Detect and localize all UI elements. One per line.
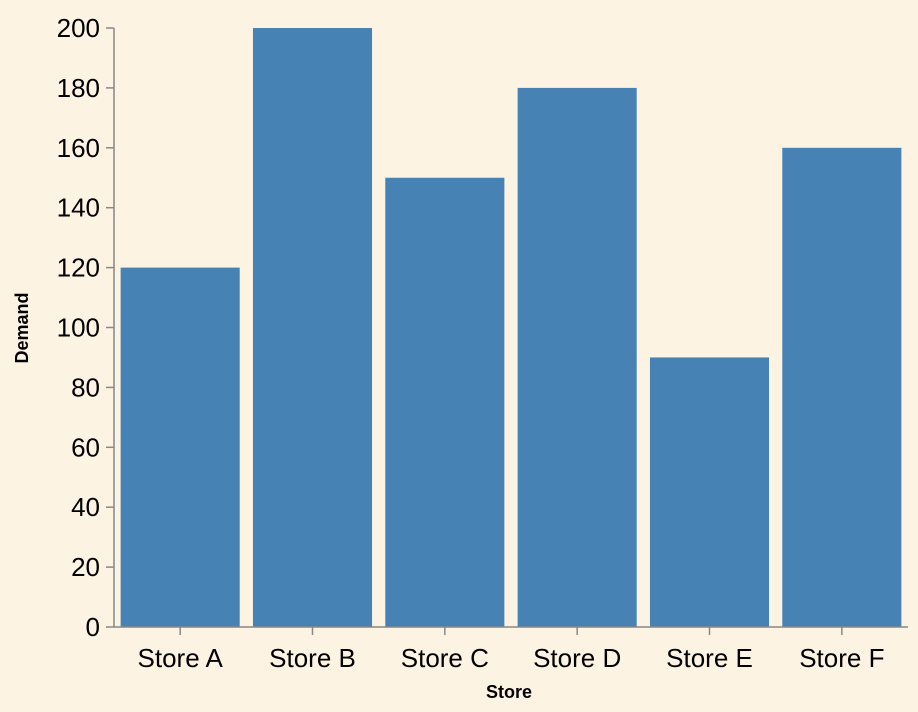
bar-store-f — [782, 147, 902, 628]
y-tick-label: 200 — [57, 13, 100, 43]
x-axis-title: Store — [486, 682, 532, 702]
y-tick-label: 100 — [57, 313, 100, 343]
y-tick-label: 80 — [71, 372, 100, 402]
bar-store-b — [252, 28, 373, 627]
bar-store-c — [385, 177, 505, 627]
x-axis: Store A Store B Store C Store D Store E Store… — [114, 626, 908, 673]
y-tick-label: 40 — [71, 492, 100, 522]
x-tick-label: Store E — [666, 643, 753, 673]
y-tick-label: 160 — [57, 133, 100, 163]
y-tick-label: 20 — [71, 552, 100, 582]
bar-store-e — [649, 357, 770, 627]
y-axis: 0 20 40 60 80 100 120 140 160 180 200 — [57, 13, 115, 642]
bar-store-a — [120, 267, 240, 627]
y-axis-title: Demand — [12, 292, 32, 363]
y-tick-label: 140 — [57, 193, 100, 223]
bar-store-d — [517, 87, 637, 627]
x-tick-label: Store F — [799, 643, 884, 673]
y-tick-label: 180 — [57, 73, 100, 103]
x-tick-label: Store D — [533, 643, 621, 673]
y-tick-label: 60 — [71, 432, 100, 462]
x-tick-label: Store C — [401, 643, 489, 673]
x-tick-label: Store B — [269, 643, 356, 673]
y-tick-label: 120 — [57, 253, 100, 283]
bars-group — [120, 28, 902, 628]
y-tick-label: 0 — [86, 612, 100, 642]
x-tick-label: Store A — [138, 643, 224, 673]
